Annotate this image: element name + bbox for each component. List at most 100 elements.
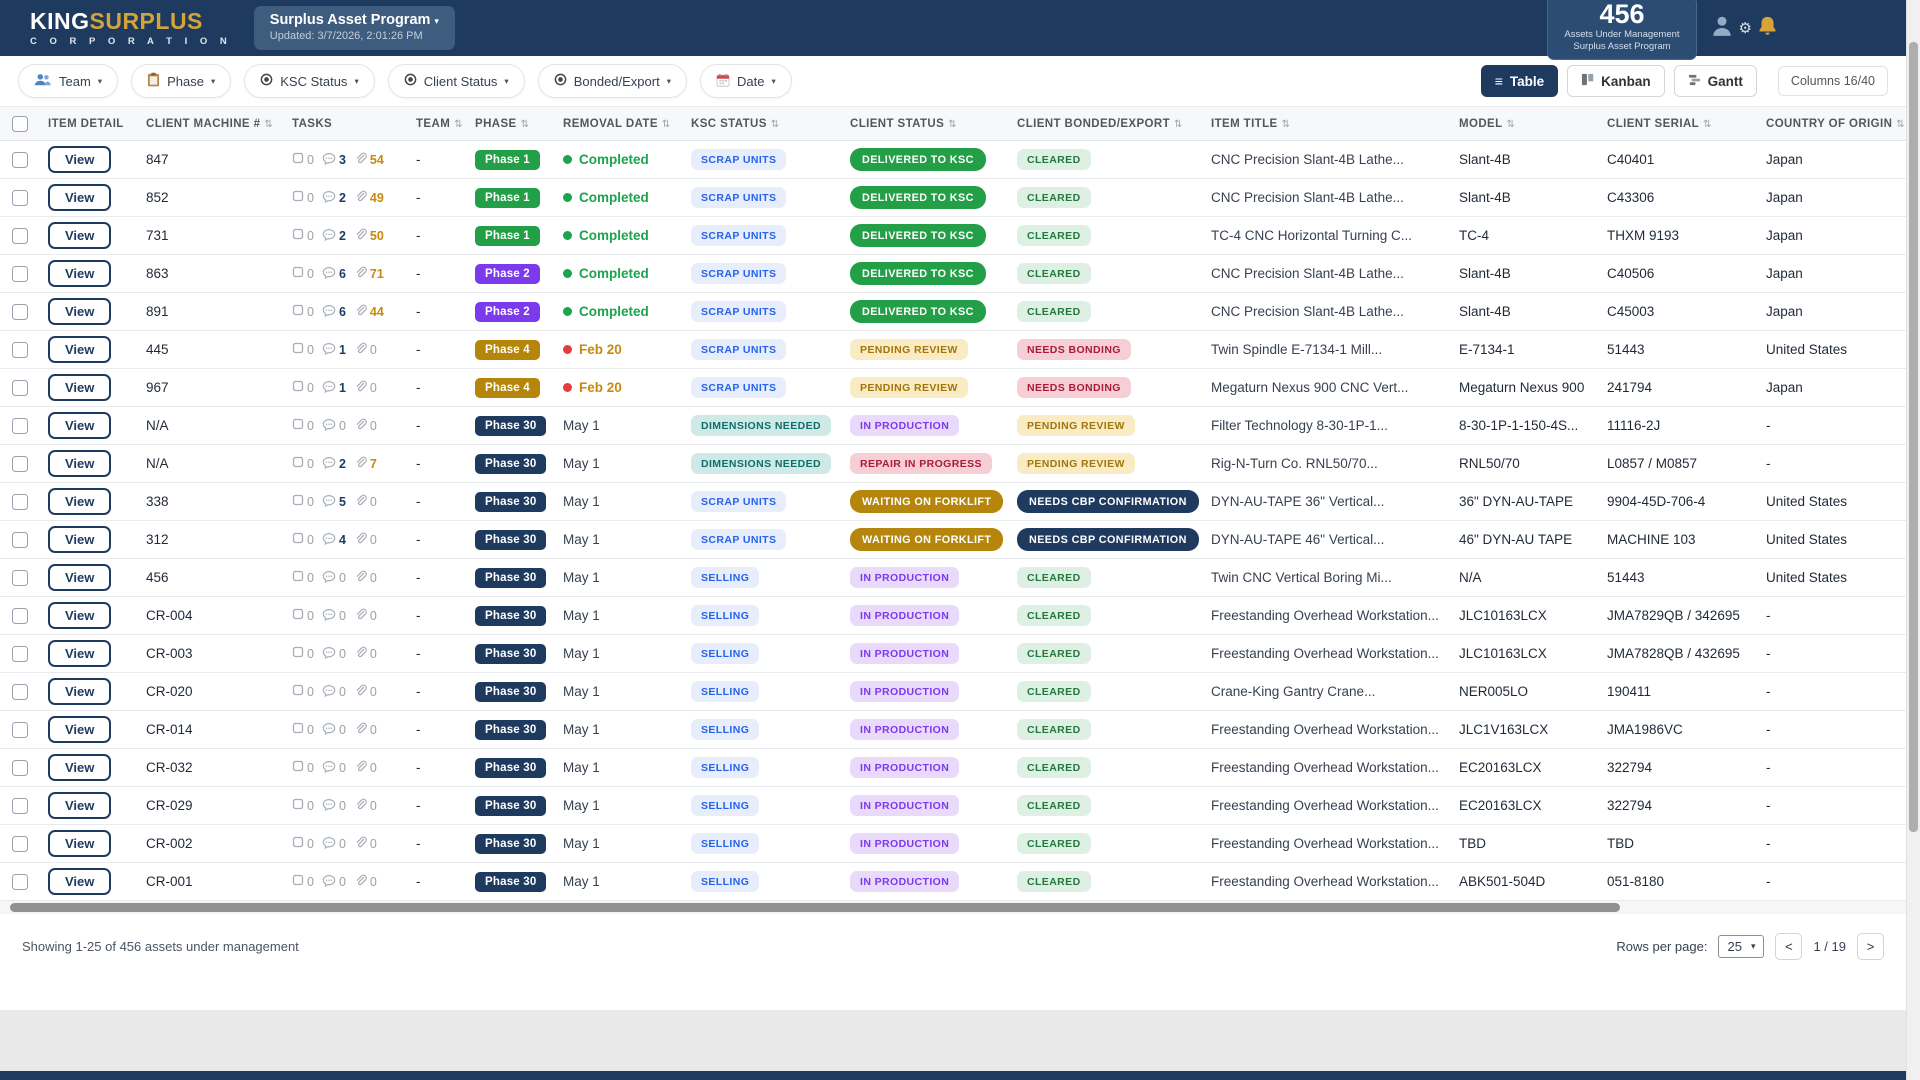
row-checkbox[interactable] — [12, 798, 28, 814]
sort-icon[interactable]: ⇅ — [454, 119, 463, 130]
view-table-button[interactable]: ≡Table — [1481, 65, 1558, 97]
bonded-export-cell: CLEARED — [1005, 559, 1199, 597]
view-button[interactable]: View — [48, 298, 111, 325]
row-checkbox[interactable] — [12, 608, 28, 624]
row-checkbox[interactable] — [12, 304, 28, 320]
view-button[interactable]: View — [48, 222, 111, 249]
filter-bonded-export[interactable]: Bonded/Export ▾ — [538, 64, 687, 98]
sort-icon[interactable]: ⇅ — [662, 119, 671, 130]
sort-icon[interactable]: ⇅ — [1703, 119, 1712, 130]
comment-icon — [322, 722, 336, 738]
sort-icon[interactable]: ⇅ — [1896, 119, 1905, 130]
view-button[interactable]: View — [48, 640, 111, 667]
row-checkbox[interactable] — [12, 266, 28, 282]
sort-icon[interactable]: ⇅ — [771, 119, 780, 130]
row-checkbox[interactable] — [12, 342, 28, 358]
filter-client-status[interactable]: Client Status ▾ — [388, 64, 525, 98]
view-button[interactable]: View — [48, 716, 111, 743]
sort-icon[interactable]: ⇅ — [1282, 119, 1291, 130]
view-button[interactable]: View — [48, 374, 111, 401]
country-of-origin-cell: - — [1754, 711, 1906, 749]
view-button[interactable]: View — [48, 678, 111, 705]
row-checkbox[interactable] — [12, 722, 28, 738]
view-button[interactable]: View — [48, 146, 111, 173]
column-header-ksc-status[interactable]: KSC STATUS⇅ — [679, 107, 838, 141]
view-button[interactable]: View — [48, 602, 111, 629]
column-header-client-bonded-export[interactable]: CLIENT BONDED/EXPORT⇅ — [1005, 107, 1199, 141]
row-checkbox[interactable] — [12, 532, 28, 548]
column-header-item-title[interactable]: ITEM TITLE⇅ — [1199, 107, 1447, 141]
prev-page-button[interactable]: < — [1775, 933, 1802, 960]
column-header-removal-date[interactable]: REMOVAL DATE⇅ — [551, 107, 679, 141]
sort-icon[interactable]: ⇅ — [264, 119, 273, 130]
view-button[interactable]: View — [48, 450, 111, 477]
view-button[interactable]: View — [48, 564, 111, 591]
program-selector-button[interactable]: Surplus Asset Program▾ Updated: 3/7/2026… — [254, 6, 455, 50]
filter-date[interactable]: Date ▾ — [700, 64, 792, 98]
row-checkbox[interactable] — [12, 684, 28, 700]
view-gantt-button[interactable]: Gantt — [1674, 65, 1757, 97]
notifications-bell-icon[interactable] — [1757, 15, 1778, 41]
view-button[interactable]: View — [48, 488, 111, 515]
user-icon[interactable] — [1710, 14, 1734, 43]
view-button[interactable]: View — [48, 830, 111, 857]
select-all-checkbox[interactable] — [12, 116, 28, 132]
filter-ksc-status[interactable]: KSC Status ▾ — [244, 64, 374, 98]
tasks-cell: 0 3 54 — [280, 141, 404, 179]
row-checkbox[interactable] — [12, 760, 28, 776]
row-checkbox[interactable] — [12, 836, 28, 852]
row-checkbox[interactable] — [12, 152, 28, 168]
row-checkbox[interactable] — [12, 874, 28, 890]
client-machine-cell: CR-014 — [134, 711, 280, 749]
tasks-cell: 0 0 0 — [280, 749, 404, 787]
row-checkbox[interactable] — [12, 494, 28, 510]
phase-cell: Phase 1 — [463, 141, 551, 179]
vertical-scrollbar — [1906, 0, 1920, 1080]
phase-badge: Phase 30 — [475, 796, 546, 816]
settings-gear-icon[interactable]: ⚙ — [1739, 19, 1752, 37]
rows-per-page-label: Rows per page: — [1616, 939, 1707, 954]
view-button[interactable]: View — [48, 184, 111, 211]
columns-button[interactable]: Columns 16/40 — [1778, 66, 1888, 96]
sort-icon[interactable]: ⇅ — [1507, 119, 1516, 130]
sort-icon[interactable]: ⇅ — [521, 119, 530, 130]
row-checkbox[interactable] — [12, 190, 28, 206]
sort-icon[interactable]: ⇅ — [948, 119, 957, 130]
model-cell: JLC1V163LCX — [1447, 711, 1595, 749]
removal-date-cell: May 1 — [551, 825, 679, 863]
filter-phase[interactable]: Phase ▾ — [131, 64, 231, 98]
view-button[interactable]: View — [48, 526, 111, 553]
row-checkbox[interactable] — [12, 228, 28, 244]
view-button[interactable]: View — [48, 412, 111, 439]
horizontal-scrollbar-thumb[interactable] — [10, 903, 1620, 912]
view-kanban-button[interactable]: Kanban — [1567, 65, 1665, 97]
view-button[interactable]: View — [48, 792, 111, 819]
column-header-team[interactable]: TEAM⇅ — [404, 107, 463, 141]
model-cell: JLC10163LCX — [1447, 635, 1595, 673]
sort-icon[interactable]: ⇅ — [1174, 119, 1183, 130]
column-header-client-status[interactable]: CLIENT STATUS⇅ — [838, 107, 1005, 141]
column-header-client-machine[interactable]: CLIENT MACHINE #⇅ — [134, 107, 280, 141]
vertical-scrollbar-thumb[interactable] — [1909, 42, 1918, 832]
view-button[interactable]: View — [48, 868, 111, 895]
chevron-down-icon: ▾ — [211, 76, 215, 87]
column-header-model[interactable]: MODEL⇅ — [1447, 107, 1595, 141]
phase-badge: Phase 30 — [475, 758, 546, 778]
next-page-button[interactable]: > — [1857, 933, 1884, 960]
column-header-country-of-origin[interactable]: COUNTRY OF ORIGIN⇅ — [1754, 107, 1906, 141]
filter-team[interactable]: Team ▾ — [18, 64, 118, 98]
view-button[interactable]: View — [48, 260, 111, 287]
row-checkbox[interactable] — [12, 646, 28, 662]
phase-badge: Phase 2 — [475, 302, 540, 322]
column-header-client-serial[interactable]: CLIENT SERIAL⇅ — [1595, 107, 1754, 141]
bonded-export-cell: NEEDS CBP CONFIRMATION — [1005, 521, 1199, 559]
column-header-phase[interactable]: PHASE⇅ — [463, 107, 551, 141]
row-checkbox[interactable] — [12, 570, 28, 586]
ksc-status-cell: SELLING — [679, 673, 838, 711]
view-button[interactable]: View — [48, 336, 111, 363]
row-checkbox[interactable] — [12, 418, 28, 434]
view-button[interactable]: View — [48, 754, 111, 781]
row-checkbox[interactable] — [12, 380, 28, 396]
row-checkbox[interactable] — [12, 456, 28, 472]
rows-per-page-select[interactable]: 25 ▾ — [1718, 935, 1764, 958]
